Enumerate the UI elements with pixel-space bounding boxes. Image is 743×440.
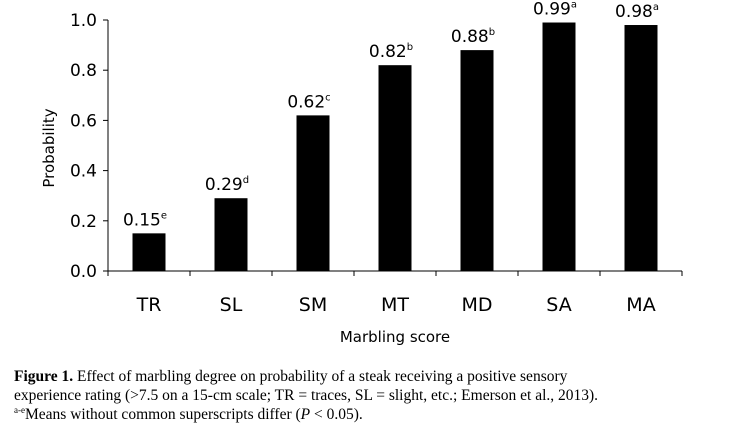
caption-line-2: experience rating (>7.5 on a 15-cm scale…: [14, 386, 734, 405]
bar-mt: [378, 65, 412, 272]
data-label-md: 0.88b: [451, 27, 495, 47]
bar-chart: 0.00.20.40.60.81.0 0.15e0.29d0.62c0.82b0…: [40, 0, 683, 346]
footnote-end: < 0.05).: [310, 406, 363, 423]
y-tick-label: 0.6: [70, 111, 97, 131]
bar-sa: [542, 22, 576, 272]
bar-sl: [214, 198, 248, 271]
y-tick-label: 1.0: [70, 11, 97, 31]
bar-sm: [296, 115, 330, 271]
x-tick-label-tr: TR: [136, 294, 162, 316]
y-tick-label: 0.4: [70, 162, 97, 182]
footnote-text: Means without common superscripts differ…: [25, 406, 301, 423]
bars: 0.15e 0.29d 0.62c 0.82b 0.88b 0.99a 0.98a: [123, 0, 659, 272]
figure-caption: Figure 1. Effect of marbling degree on p…: [14, 367, 734, 424]
x-tick-label-sl: SL: [220, 294, 243, 316]
caption-footnote: a-eMeans without common superscripts dif…: [14, 405, 734, 424]
caption-text-2: experience rating (>7.5 on a 15-cm scale…: [14, 387, 599, 404]
x-tick-label-mt: MT: [381, 294, 409, 316]
bar-md: [460, 50, 494, 272]
caption-line-1: Figure 1. Effect of marbling degree on p…: [14, 367, 734, 386]
y-tick-label: 0.0: [70, 262, 97, 282]
caption-text-1: Effect of marbling degree on probability…: [73, 368, 568, 385]
footnote-p: P: [300, 406, 311, 423]
y-axis-title: Probability: [40, 108, 58, 187]
x-tick-label-md: MD: [461, 294, 492, 316]
x-tick-label-ma: MA: [626, 294, 655, 316]
footnote-superscript: a-e: [14, 405, 25, 415]
data-label-ma: 0.98a: [615, 2, 659, 22]
y-axis: 0.0 0.2 0.4 0.6 0.8 1.0: [70, 11, 109, 282]
bar-ma: [624, 25, 658, 271]
y-tick-label: 0.2: [70, 212, 97, 232]
x-tick-label-sa: SA: [546, 294, 571, 316]
data-label-sl: 0.29d: [205, 175, 249, 195]
data-label-sm: 0.62c: [287, 92, 330, 112]
data-label-sa: 0.99a: [533, 0, 577, 20]
figure-label: Figure 1.: [14, 368, 74, 385]
x-axis: TR SL SM MT MD SA MA: [107, 270, 683, 316]
x-tick-label-sm: SM: [299, 294, 327, 316]
bar-tr: [132, 233, 166, 271]
x-axis-title: Marbling score: [340, 328, 450, 346]
data-label-mt: 0.82b: [369, 42, 413, 62]
data-label-tr: 0.15e: [123, 210, 167, 230]
y-tick-label: 0.8: [70, 61, 97, 81]
